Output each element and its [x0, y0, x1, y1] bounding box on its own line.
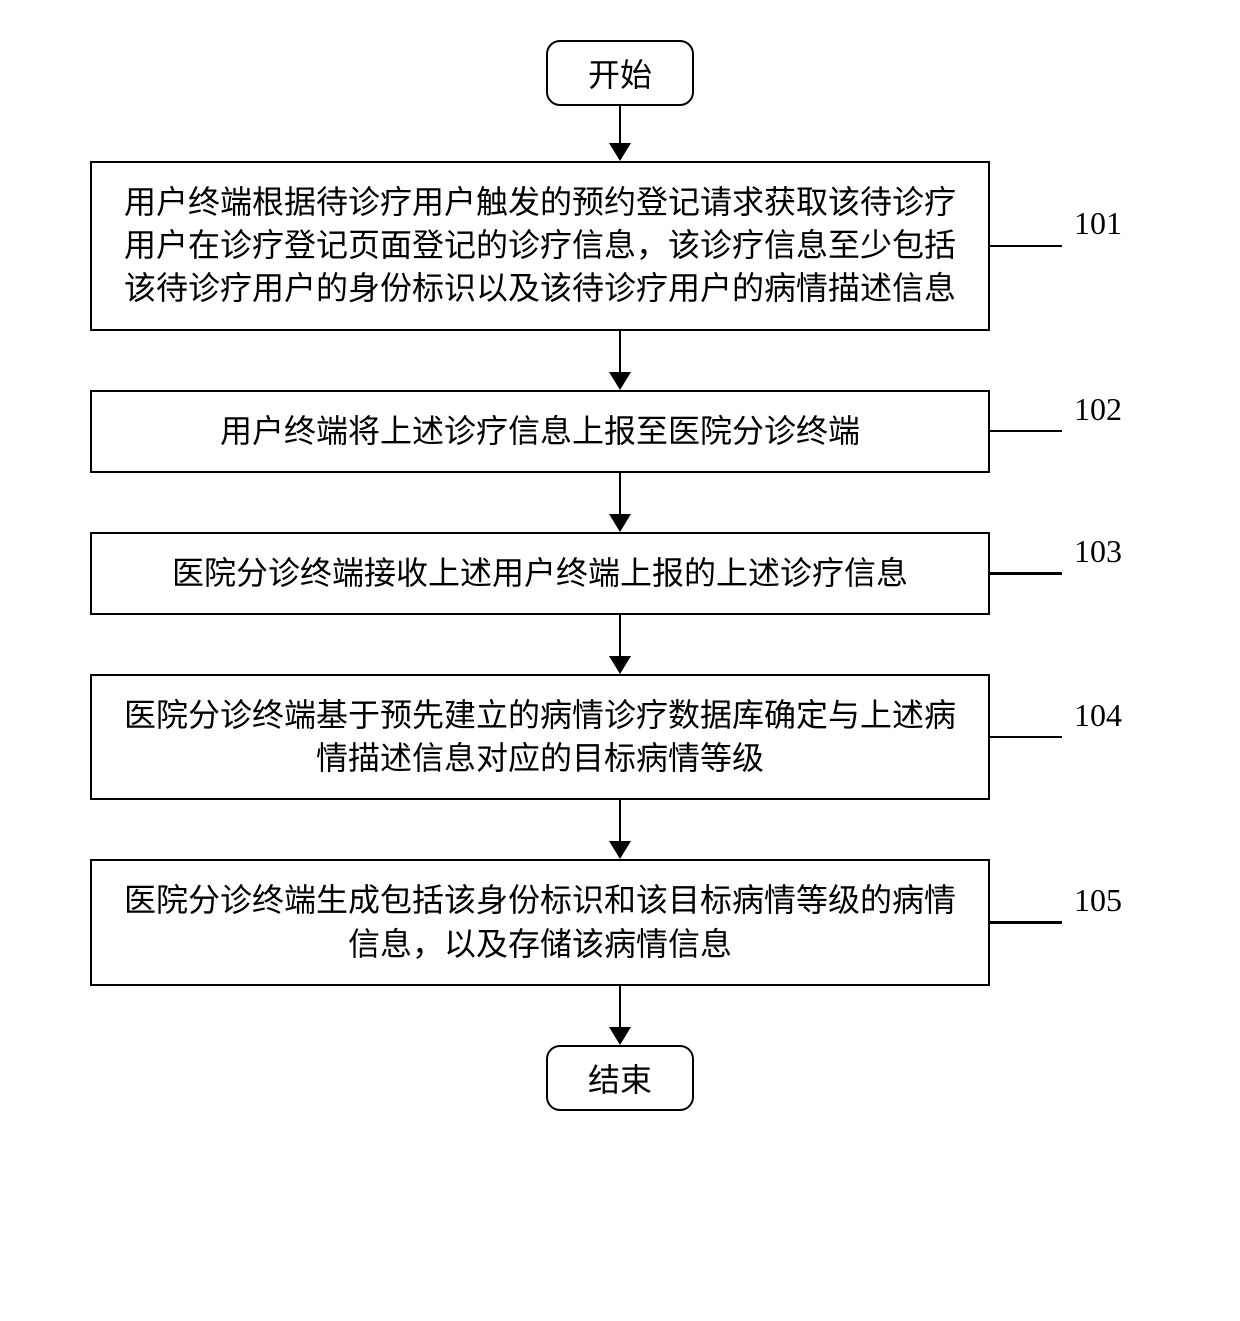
arrow-head-icon	[609, 1027, 631, 1045]
step-104-label: 104	[1074, 697, 1122, 734]
arrow-104-to-105	[170, 800, 1070, 859]
step-102-row: 用户终端将上述诊疗信息上报至医院分诊终端 102	[90, 390, 1150, 473]
arrow-start-to-101	[170, 106, 1070, 161]
arrow-shaft	[619, 800, 622, 842]
leader-line	[988, 430, 1062, 433]
arrow-head-icon	[609, 372, 631, 390]
flowchart-container: 开始 用户终端根据待诊疗用户触发的预约登记请求获取该待诊疗用户在诊疗登记页面登记…	[90, 40, 1150, 1111]
arrow-103-to-104	[170, 615, 1070, 674]
step-103-label: 103	[1074, 533, 1122, 570]
step-105-label: 105	[1074, 882, 1122, 919]
step-104-box: 医院分诊终端基于预先建立的病情诊疗数据库确定与上述病情描述信息对应的目标病情等级	[90, 674, 990, 800]
end-terminal-wrap: 结束	[90, 1045, 1150, 1111]
arrow-102-to-103	[170, 473, 1070, 532]
start-terminal-wrap: 开始	[90, 40, 1150, 106]
arrow-105-to-end	[170, 986, 1070, 1045]
leader-line	[988, 921, 1062, 924]
step-104-row: 医院分诊终端基于预先建立的病情诊疗数据库确定与上述病情描述信息对应的目标病情等级…	[90, 674, 1150, 800]
step-102-box: 用户终端将上述诊疗信息上报至医院分诊终端	[90, 390, 990, 473]
start-terminal: 开始	[546, 40, 694, 106]
arrow-shaft	[619, 473, 622, 515]
arrow-head-icon	[609, 841, 631, 859]
step-103-row: 医院分诊终端接收上述用户终端上报的上述诊疗信息 103	[90, 532, 1150, 615]
step-101-label: 101	[1074, 205, 1122, 242]
arrow-101-to-102	[170, 331, 1070, 390]
leader-line	[988, 736, 1062, 739]
end-terminal: 结束	[546, 1045, 694, 1111]
step-101-row: 用户终端根据待诊疗用户触发的预约登记请求获取该待诊疗用户在诊疗登记页面登记的诊疗…	[90, 161, 1150, 331]
arrow-head-icon	[609, 143, 631, 161]
leader-line	[988, 245, 1062, 248]
leader-line	[988, 572, 1062, 575]
arrow-head-icon	[609, 514, 631, 532]
arrow-head-icon	[609, 656, 631, 674]
arrow-shaft	[619, 615, 622, 657]
arrow-shaft	[619, 106, 622, 144]
step-103-box: 医院分诊终端接收上述用户终端上报的上述诊疗信息	[90, 532, 990, 615]
arrow-shaft	[619, 986, 622, 1028]
arrow-shaft	[619, 331, 622, 373]
step-105-box: 医院分诊终端生成包括该身份标识和该目标病情等级的病情信息，以及存储该病情信息	[90, 859, 990, 985]
step-101-box: 用户终端根据待诊疗用户触发的预约登记请求获取该待诊疗用户在诊疗登记页面登记的诊疗…	[90, 161, 990, 331]
step-105-row: 医院分诊终端生成包括该身份标识和该目标病情等级的病情信息，以及存储该病情信息 1…	[90, 859, 1150, 985]
step-102-label: 102	[1074, 391, 1122, 428]
